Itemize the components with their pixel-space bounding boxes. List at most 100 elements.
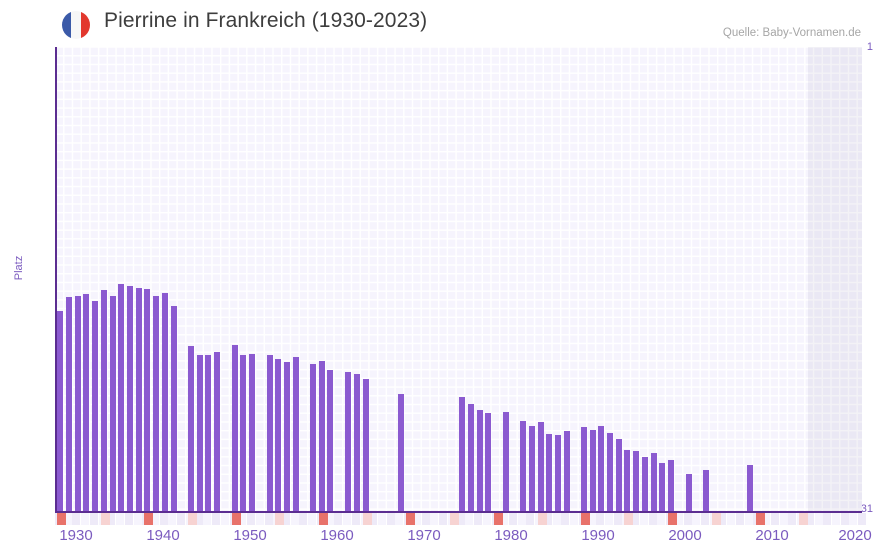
bar[interactable] <box>153 296 160 512</box>
marker-cell <box>735 513 744 525</box>
marker-cell <box>325 513 334 525</box>
marker-cell <box>194 513 203 525</box>
marker-cell <box>124 513 133 525</box>
decade-marker <box>275 513 284 525</box>
bar[interactable] <box>214 352 221 512</box>
bar[interactable] <box>485 413 492 512</box>
bar[interactable] <box>232 345 239 512</box>
marker-cell <box>343 513 352 525</box>
bar[interactable] <box>101 290 108 512</box>
bar[interactable] <box>240 355 247 512</box>
decade-marker <box>232 513 241 525</box>
marker-cell <box>701 513 710 525</box>
bar[interactable] <box>293 357 300 512</box>
bar[interactable] <box>188 346 195 512</box>
flag-stripe-white <box>71 11 81 39</box>
bar[interactable] <box>66 297 73 512</box>
marker-cell <box>456 513 465 525</box>
marker-cell <box>587 513 596 525</box>
bar[interactable] <box>747 465 754 512</box>
x-axis-line <box>55 511 862 513</box>
x-axis-tick-label: 1970 <box>407 527 441 544</box>
marker-cell <box>378 513 386 525</box>
bar[interactable] <box>398 394 405 512</box>
bar[interactable] <box>555 435 562 512</box>
marker-cell <box>639 513 648 525</box>
bar[interactable] <box>57 311 64 512</box>
bar[interactable] <box>83 294 90 512</box>
bar[interactable] <box>468 404 475 512</box>
marker-cell <box>657 513 666 525</box>
bar[interactable] <box>659 463 666 512</box>
bar[interactable] <box>310 364 317 512</box>
bar[interactable] <box>267 355 274 512</box>
marker-cell <box>159 513 168 525</box>
bar[interactable] <box>590 430 597 512</box>
bar[interactable] <box>546 434 553 512</box>
bar[interactable] <box>205 355 212 512</box>
bar[interactable] <box>529 426 536 512</box>
bar[interactable] <box>319 361 326 512</box>
marker-cell <box>430 513 439 525</box>
france-flag-icon <box>62 11 90 39</box>
bar[interactable] <box>538 422 545 512</box>
flag-stripe-red <box>80 11 90 39</box>
bar[interactable] <box>503 412 510 512</box>
bar[interactable] <box>616 439 623 512</box>
bar[interactable] <box>581 427 588 512</box>
bar[interactable] <box>92 301 99 512</box>
bar[interactable] <box>607 433 614 512</box>
bar[interactable] <box>686 474 693 512</box>
bar[interactable] <box>110 296 117 512</box>
bar[interactable] <box>564 431 571 512</box>
bar[interactable] <box>197 355 204 512</box>
marker-cell <box>290 513 299 525</box>
bar[interactable] <box>345 372 352 512</box>
marker-cell <box>177 513 186 525</box>
bar[interactable] <box>136 288 143 512</box>
bar[interactable] <box>703 470 710 512</box>
marker-cell <box>727 513 736 525</box>
marker-cell <box>604 513 613 525</box>
bar[interactable] <box>598 426 605 512</box>
marker-cell <box>631 513 640 525</box>
bar[interactable] <box>477 410 484 512</box>
bar[interactable] <box>668 460 675 512</box>
decade-marker <box>144 513 153 525</box>
bar[interactable] <box>127 286 134 512</box>
bar[interactable] <box>354 374 361 512</box>
bar[interactable] <box>327 370 334 512</box>
marker-cell <box>552 513 561 525</box>
marker-cell <box>474 513 483 525</box>
bar[interactable] <box>642 457 649 512</box>
x-axis-tick-label: 1980 <box>494 527 528 544</box>
bar[interactable] <box>162 293 169 512</box>
bar[interactable] <box>171 306 178 512</box>
bar[interactable] <box>520 421 527 512</box>
marker-cell <box>814 513 823 525</box>
bar[interactable] <box>144 289 151 512</box>
bar[interactable] <box>275 359 282 512</box>
decade-marker <box>494 513 503 525</box>
marker-cell <box>849 513 858 525</box>
decade-marker <box>57 513 66 525</box>
bar[interactable] <box>633 451 640 512</box>
source-attribution: Quelle: Baby-Vornamen.de <box>722 27 861 39</box>
bar[interactable] <box>118 284 125 512</box>
marker-cell <box>439 513 448 525</box>
marker-cell <box>203 513 212 525</box>
marker-cell <box>386 513 395 525</box>
bar[interactable] <box>75 296 82 512</box>
bar[interactable] <box>459 397 466 512</box>
marker-cell <box>238 513 247 525</box>
bar[interactable] <box>651 453 658 512</box>
bar[interactable] <box>284 362 291 512</box>
marker-cell <box>107 513 116 525</box>
marker-cell <box>465 513 474 525</box>
marker-cell <box>482 513 491 525</box>
bar[interactable] <box>624 450 631 512</box>
bar[interactable] <box>363 379 370 512</box>
bar[interactable] <box>249 354 256 512</box>
marker-cell <box>369 513 378 525</box>
marker-cell <box>517 513 526 525</box>
